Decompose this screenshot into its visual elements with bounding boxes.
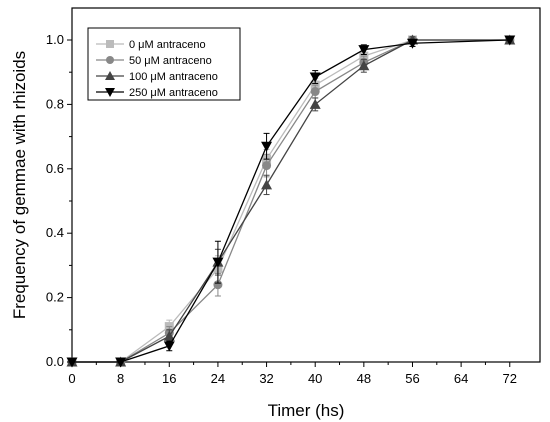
y-tick-label: 0.0 — [46, 354, 64, 369]
x-axis-title: Timer (hs) — [268, 401, 345, 420]
y-tick-label: 0.4 — [46, 225, 64, 240]
legend-entry: 100 μM antraceno — [96, 71, 218, 83]
data-point — [406, 38, 418, 49]
legend-entry: 0 μM antraceno — [96, 39, 206, 51]
x-tick-label: 64 — [454, 371, 468, 386]
x-tick-label: 48 — [357, 371, 371, 386]
legend-entry: 250 μM antraceno — [96, 87, 218, 99]
data-point — [309, 72, 321, 83]
series-layer — [66, 34, 516, 368]
legend-label: 100 μM antraceno — [129, 71, 218, 83]
plot-frame — [71, 7, 541, 363]
x-tick-label: 8 — [117, 371, 124, 386]
x-tick-label: 16 — [162, 371, 176, 386]
data-point — [261, 179, 273, 190]
x-tick-label: 32 — [259, 371, 273, 386]
ticks-layer: 0 8 16 24 32 40 48 56 64 72 0.0 0.2 0.4 0.6 0.8 1.0 — [46, 32, 517, 386]
x-tick-label: 56 — [405, 371, 419, 386]
x-tick-label: 40 — [308, 371, 322, 386]
legend-marker — [106, 56, 114, 64]
x-tick-label: 0 — [68, 371, 75, 386]
data-point — [213, 280, 223, 290]
legend-label: 250 μM antraceno — [129, 87, 218, 99]
y-tick-label: 1.0 — [46, 32, 64, 47]
legend-marker — [106, 40, 114, 48]
data-point — [163, 330, 175, 341]
y-tick-label: 0.8 — [46, 96, 64, 111]
y-tick-label: 0.6 — [46, 161, 64, 176]
data-point — [358, 45, 370, 56]
legend-label: 50 μM antraceno — [129, 55, 212, 67]
y-axis-title: Frequency of gemmae with rhizoids — [10, 51, 29, 319]
x-tick-label: 72 — [503, 371, 517, 386]
y-tick-label: 0.2 — [46, 290, 64, 305]
legend-marker — [105, 71, 115, 80]
data-point — [262, 161, 272, 171]
data-point — [163, 341, 175, 352]
data-point — [261, 141, 273, 152]
data-point — [310, 87, 320, 97]
legend-entry: 50 μM antraceno — [96, 55, 212, 67]
data-point — [504, 35, 516, 46]
data-point — [309, 98, 321, 109]
legend-label: 0 μM antraceno — [129, 39, 206, 51]
data-point — [212, 257, 224, 268]
data-point — [358, 60, 370, 71]
x-tick-label: 24 — [211, 371, 225, 386]
legend-marker — [105, 88, 115, 97]
legend: 0 μM antraceno 50 μM antraceno 100 μM antr… — [87, 27, 241, 101]
